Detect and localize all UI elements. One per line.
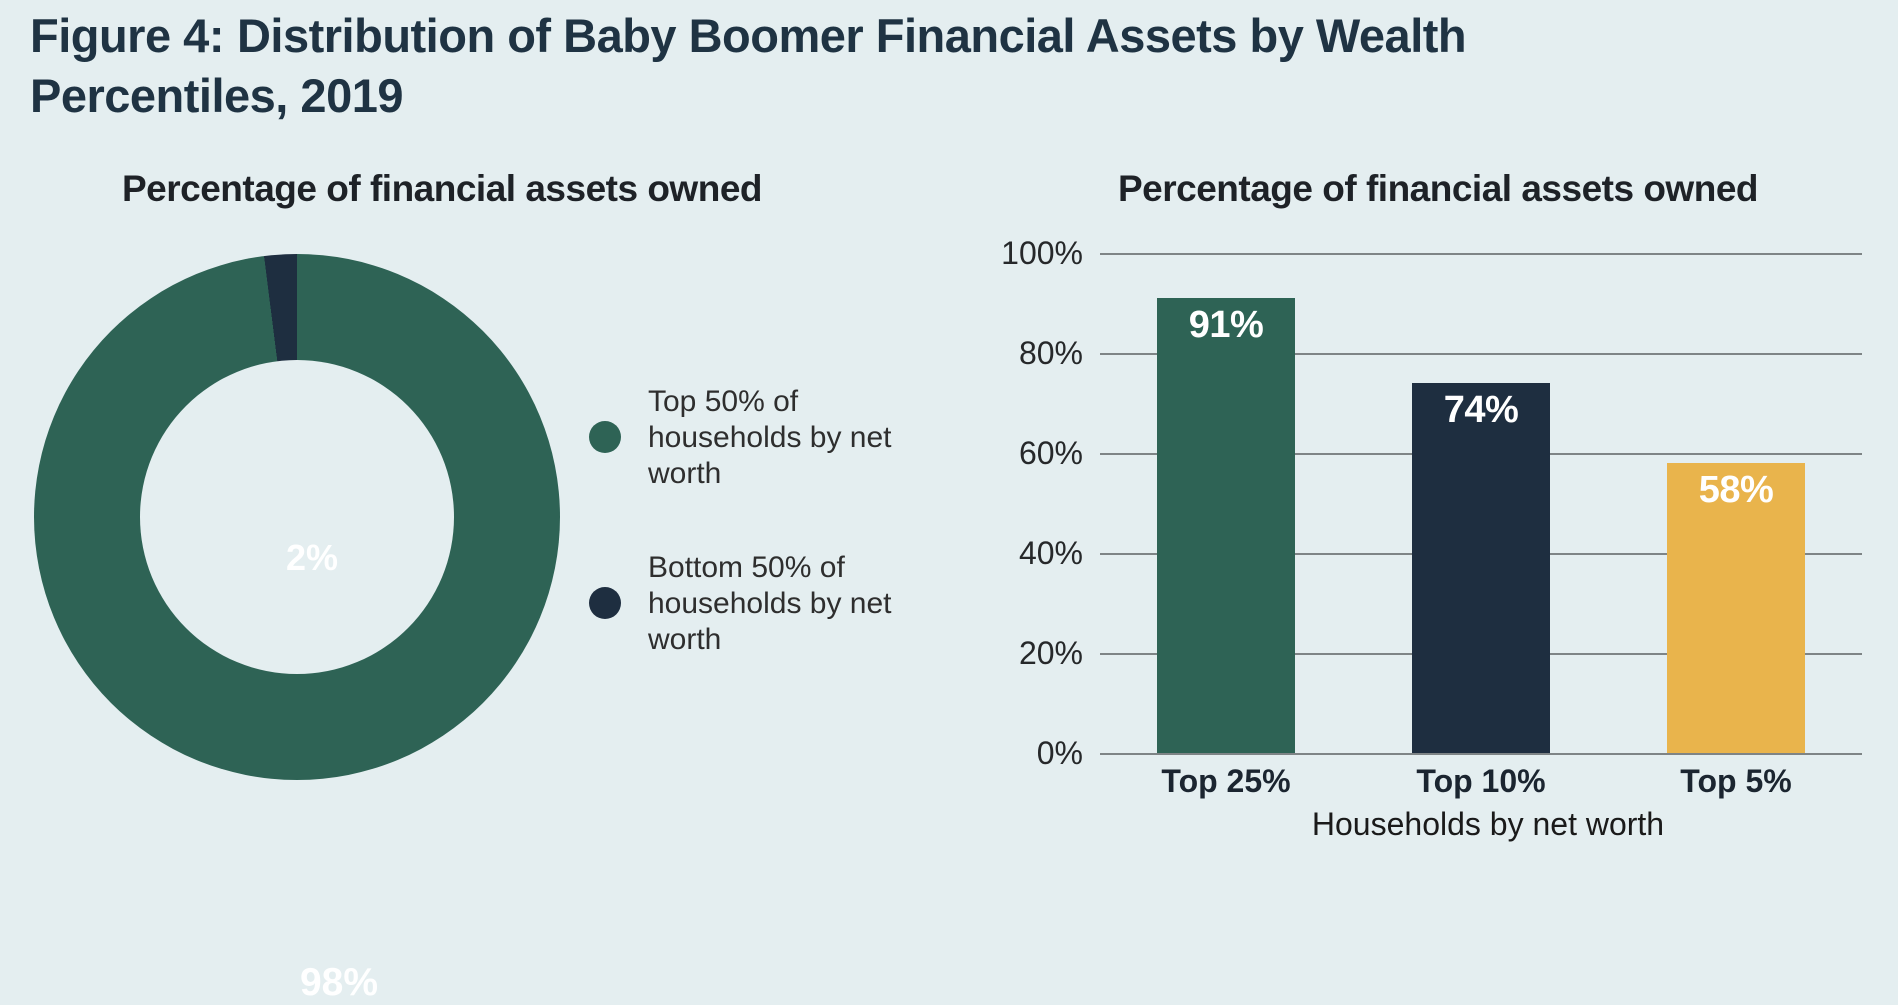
- donut-slice-label-bottom50: 2%: [285, 537, 339, 578]
- figure-title-line2: Percentiles, 2019: [30, 69, 404, 122]
- x-tick-label-1: Top 10%: [1416, 763, 1546, 799]
- figure-title-line1-rest: Distribution of Baby Boomer Financial As…: [236, 9, 1467, 62]
- x-tick-label-2: Top 5%: [1680, 763, 1792, 799]
- donut-chart: 98% 2%: [34, 254, 560, 1004]
- figure-title-line1: Figure 4: Distribution of Baby Boomer Fin…: [30, 6, 1870, 66]
- y-tick-label-0: 0%: [1036, 734, 1083, 771]
- figure-4-canvas: Figure 4: Distribution of Baby Boomer Fin…: [30, 6, 1870, 1004]
- gridline-0: [1100, 753, 1862, 755]
- bar-top-25-: 91%: [1157, 298, 1295, 753]
- bar-top-5-: 58%: [1667, 463, 1805, 753]
- x-tick-label-0: Top 25%: [1161, 763, 1291, 799]
- figure-title: Figure 4: Distribution of Baby Boomer Fin…: [30, 6, 1870, 126]
- donut-hole: [140, 360, 454, 674]
- donut-slice-label-top50: 98%: [299, 961, 379, 1004]
- y-tick-label-60: 60%: [1018, 434, 1083, 471]
- bar-value-label: 74%: [1443, 389, 1519, 431]
- bar-top-10-: 74%: [1412, 383, 1550, 753]
- y-tick-label-20: 20%: [1018, 634, 1083, 671]
- bar-value-label: 58%: [1698, 469, 1774, 511]
- bar-value-label: 91%: [1188, 304, 1264, 346]
- gridline-80: [1100, 353, 1862, 355]
- gridline-100: [1100, 253, 1862, 255]
- x-axis-title: Households by net worth: [1311, 806, 1665, 842]
- y-tick-label-100: 100%: [1001, 234, 1083, 271]
- y-tick-label-40: 40%: [1018, 534, 1083, 571]
- bar-chart-title: Percentage of financial assets owned: [1118, 168, 1759, 209]
- legend-swatch-top50: [589, 421, 621, 453]
- figure-title-prefix: Figure 4:: [30, 9, 224, 62]
- y-tick-label-80: 80%: [1018, 334, 1083, 371]
- legend-label-bottom50: Bottom 50% of households by net worth: [648, 551, 892, 656]
- donut-chart-title: Percentage of financial assets owned: [122, 168, 763, 209]
- legend-label-top50: Top 50% of households by net worth: [648, 385, 892, 490]
- legend-swatch-bottom50: [589, 587, 621, 619]
